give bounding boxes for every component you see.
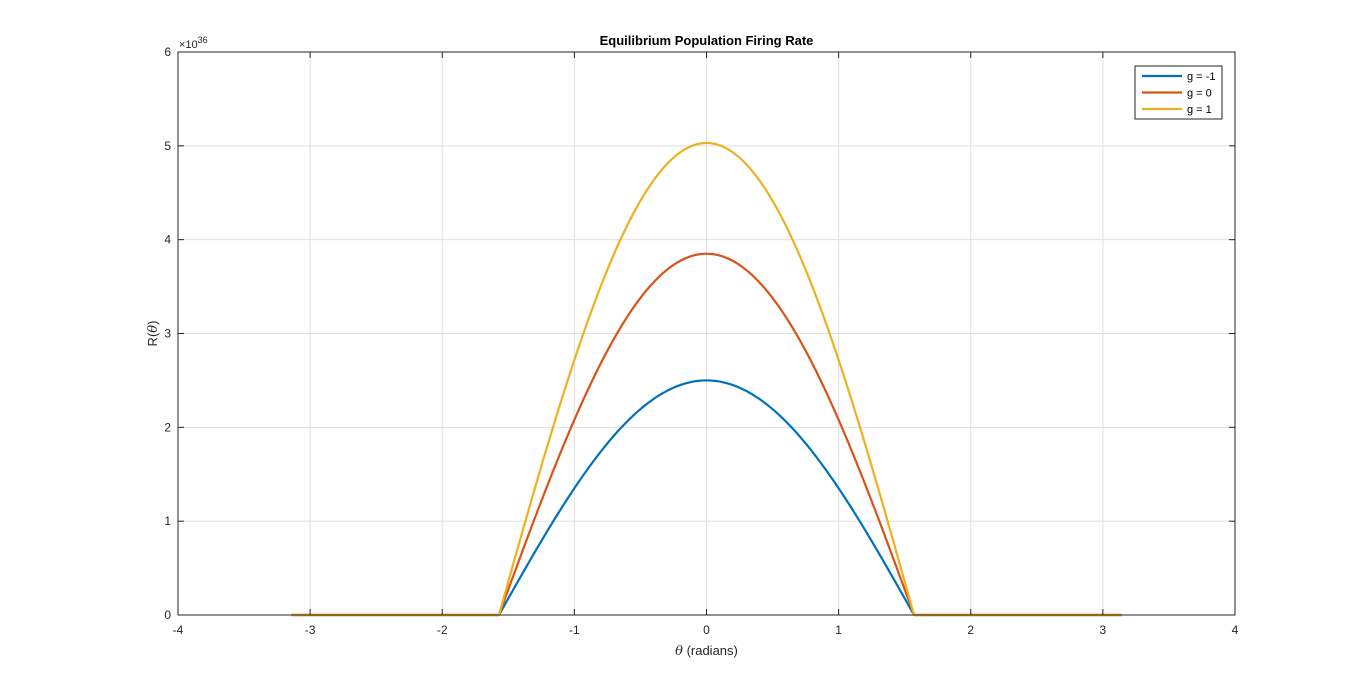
y-axis-label: R(θ): [145, 321, 161, 347]
y-axis-label-prefix: R(: [145, 332, 160, 346]
x-tick-label: -2: [437, 623, 448, 637]
y-tick-label: 0: [164, 608, 171, 622]
y-tick-label: 4: [164, 233, 171, 247]
y-axis-label-suffix: ): [145, 321, 160, 325]
y-tick-label: 2: [164, 420, 171, 434]
legend-label: g = 0: [1187, 88, 1212, 100]
x-tick-label: 0: [703, 623, 710, 637]
legend-label: g = -1: [1187, 71, 1215, 83]
y-tick-label: 6: [164, 45, 171, 59]
x-axis-label: θ (radians): [675, 643, 738, 659]
x-axis-label-text: (radians): [683, 643, 738, 658]
x-tick-label: 4: [1232, 623, 1239, 637]
legend-label: g = 1: [1187, 104, 1212, 116]
y-axis-exponent: ×1036: [179, 35, 208, 51]
x-tick-label: 3: [1100, 623, 1107, 637]
chart-title: Equilibrium Population Firing Rate: [600, 33, 814, 48]
legend: g = -1 g = 0 g = 1: [1134, 65, 1223, 120]
x-tick-labels: -4 -3 -2 -1 0 1 2 3 4: [173, 623, 1239, 637]
y-tick-labels: 0 1 2 3 4 5 6: [164, 45, 171, 622]
axis-ticks: [177, 51, 1236, 616]
y-tick-label: 1: [164, 514, 171, 528]
y-tick-label: 5: [164, 139, 171, 153]
y-axis-label-symbol: θ: [146, 325, 161, 333]
x-tick-label: 1: [835, 623, 842, 637]
y-axis-exponent-base: ×10: [179, 39, 198, 51]
y-tick-label: 3: [164, 327, 171, 341]
y-axis-exponent-power: 36: [198, 35, 208, 45]
x-tick-label: -3: [305, 623, 316, 637]
x-axis-label-symbol: θ: [675, 644, 683, 659]
x-tick-label: 2: [967, 623, 974, 637]
x-tick-label: -4: [173, 623, 184, 637]
x-tick-label: -1: [569, 623, 580, 637]
